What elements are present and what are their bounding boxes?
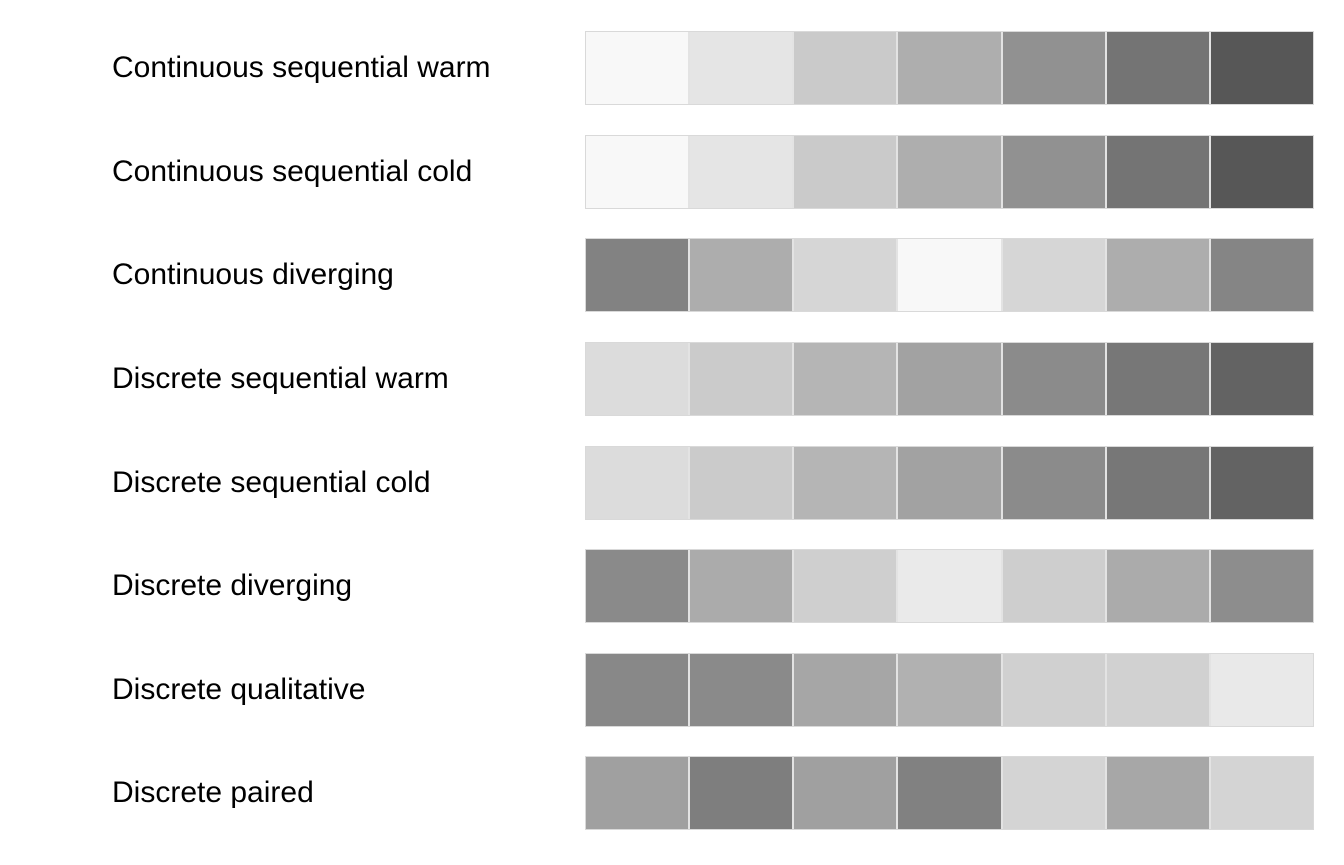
color-swatch	[898, 32, 1003, 104]
color-swatch	[690, 343, 795, 415]
color-swatch	[794, 757, 899, 829]
color-swatch	[794, 32, 899, 104]
palette-label: Continuous diverging	[112, 258, 394, 291]
color-swatch	[586, 550, 691, 622]
color-swatch	[690, 136, 795, 208]
swatch-strip	[585, 549, 1314, 623]
palette-row-discrete-paired: Discrete paired	[0, 756, 1344, 830]
color-swatch	[1106, 757, 1211, 829]
color-swatch	[586, 654, 691, 726]
color-swatch	[1106, 343, 1211, 415]
color-swatch	[586, 32, 691, 104]
color-swatch	[1210, 136, 1313, 208]
palette-row-discrete-sequential-cold: Discrete sequential cold	[0, 446, 1344, 520]
color-swatch	[690, 550, 795, 622]
color-swatch	[1002, 757, 1107, 829]
color-swatch	[898, 757, 1003, 829]
palette-row-continuous-diverging: Continuous diverging	[0, 238, 1344, 312]
color-swatch	[1106, 239, 1211, 311]
palette-row-discrete-qualitative: Discrete qualitative	[0, 653, 1344, 727]
swatch-strip	[585, 756, 1314, 830]
color-swatch	[1106, 32, 1211, 104]
color-swatch	[1002, 550, 1107, 622]
color-swatch	[898, 654, 1003, 726]
color-swatch	[898, 343, 1003, 415]
swatch-strip	[585, 31, 1314, 105]
color-swatch	[1210, 757, 1313, 829]
swatch-strip	[585, 135, 1314, 209]
color-swatch	[898, 447, 1003, 519]
color-swatch	[690, 239, 795, 311]
color-swatch	[898, 550, 1003, 622]
color-swatch	[1106, 654, 1211, 726]
color-swatch	[898, 136, 1003, 208]
color-swatch	[794, 239, 899, 311]
palette-row-discrete-diverging: Discrete diverging	[0, 549, 1344, 623]
color-swatch	[690, 757, 795, 829]
swatch-strip	[585, 342, 1314, 416]
color-swatch	[586, 239, 691, 311]
color-swatch	[794, 550, 899, 622]
color-swatch	[1002, 136, 1107, 208]
color-swatch	[898, 239, 1003, 311]
color-swatch	[794, 343, 899, 415]
swatch-strip	[585, 446, 1314, 520]
palette-row-continuous-sequential-warm: Continuous sequential warm	[0, 31, 1344, 105]
color-swatch	[1002, 239, 1107, 311]
color-swatch	[1002, 32, 1107, 104]
color-swatch	[1210, 447, 1313, 519]
color-swatch	[794, 447, 899, 519]
color-swatch	[690, 447, 795, 519]
palette-row-continuous-sequential-cold: Continuous sequential cold	[0, 135, 1344, 209]
color-swatch	[1002, 654, 1107, 726]
color-swatch	[1106, 550, 1211, 622]
color-swatch	[1210, 654, 1313, 726]
color-swatch	[1002, 447, 1107, 519]
color-swatch	[1210, 550, 1313, 622]
color-swatch	[794, 654, 899, 726]
palette-label: Discrete sequential cold	[112, 466, 431, 499]
palette-label: Discrete qualitative	[112, 673, 366, 706]
color-swatch	[1002, 343, 1107, 415]
swatch-strip	[585, 238, 1314, 312]
palette-label: Discrete diverging	[112, 569, 353, 602]
color-swatch	[586, 757, 691, 829]
color-swatch	[1106, 447, 1211, 519]
palette-row-discrete-sequential-warm: Discrete sequential warm	[0, 342, 1344, 416]
color-swatch	[1210, 343, 1313, 415]
color-swatch	[690, 654, 795, 726]
color-swatch	[690, 32, 795, 104]
color-swatch	[586, 136, 691, 208]
palette-label: Discrete paired	[112, 776, 314, 809]
color-swatch	[1210, 32, 1313, 104]
color-swatch	[1106, 136, 1211, 208]
palette-label: Continuous sequential cold	[112, 155, 473, 188]
palette-label: Discrete sequential warm	[112, 362, 449, 395]
color-swatch	[794, 136, 899, 208]
color-swatch	[586, 447, 691, 519]
palette-label: Continuous sequential warm	[112, 51, 491, 84]
swatch-strip	[585, 653, 1314, 727]
color-swatch	[1210, 239, 1313, 311]
color-swatch	[586, 343, 691, 415]
